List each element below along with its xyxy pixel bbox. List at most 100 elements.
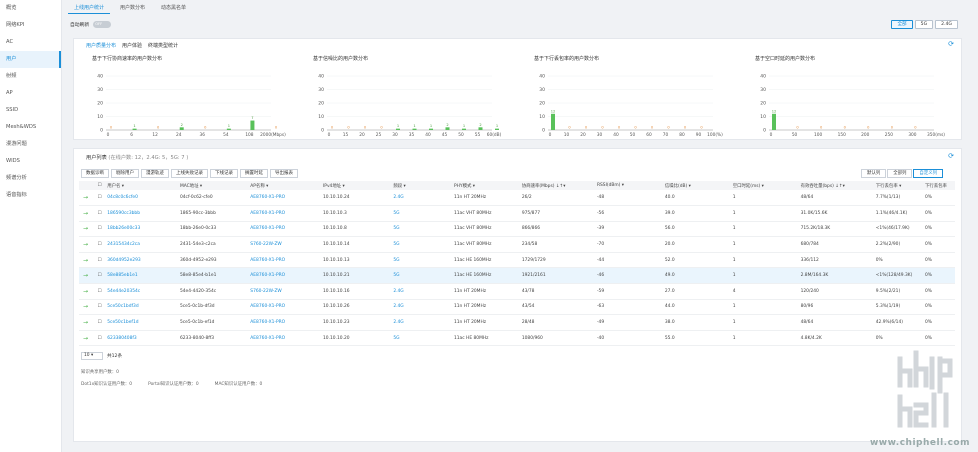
- row-checkbox[interactable]: ☐: [93, 267, 104, 285]
- table-row[interactable]: → ☐ 18bb26e00c33 18bb-26e0-0c33 AE8760-X1-PR…: [79, 221, 955, 238]
- expand-arrow-icon[interactable]: →: [79, 314, 94, 331]
- expand-arrow-icon[interactable]: →: [79, 221, 94, 238]
- col-header-10[interactable]: 有效吞吐量(bps) ↓↑▾: [796, 181, 872, 190]
- col-select[interactable]: ☐: [93, 181, 104, 190]
- action-button-4[interactable]: 下线记录: [210, 169, 238, 178]
- row-checkbox[interactable]: ☐: [93, 299, 104, 316]
- sidebar-item-6[interactable]: SSID: [6, 107, 19, 113]
- cell-4[interactable]: 2.4G: [389, 283, 450, 300]
- tab-user-distribution[interactable]: 用户数分布: [120, 5, 146, 11]
- sidebar-item-5[interactable]: AP: [6, 90, 13, 96]
- band-24g-button[interactable]: 2.4G: [935, 20, 958, 29]
- col-header-4[interactable]: 频段 ▾: [389, 181, 450, 190]
- col-header-5[interactable]: PHY模式 ▾: [449, 181, 518, 190]
- cell-2[interactable]: AE8760-X1-PRO: [246, 314, 320, 331]
- action-button-1[interactable]: 剔除用户: [111, 169, 139, 178]
- table-row[interactable]: → ☐ 5ce50c1bef1d 5ce5-0c1b-ef1d AE8760-X1-PR…: [79, 314, 955, 331]
- cell-0[interactable]: 58e885eb1e1: [103, 267, 176, 285]
- table-row[interactable]: → ☐ 623380408f3 6233-8040-8ff3 AE8760-X1-PRO…: [79, 330, 955, 347]
- cell-2[interactable]: S760-22W-ZW: [246, 283, 320, 300]
- tab-dynamic-blacklist[interactable]: 动态黑名单: [161, 5, 187, 11]
- action-button-6[interactable]: 导出报表: [270, 169, 298, 178]
- list-refresh-icon[interactable]: ⟳: [948, 152, 954, 160]
- cell-4[interactable]: 2.4G: [389, 299, 450, 316]
- expand-arrow-icon[interactable]: →: [79, 236, 94, 253]
- band-all-button[interactable]: 全部: [891, 20, 913, 29]
- cell-2[interactable]: AE8760-X1-PRO: [246, 221, 320, 238]
- table-row[interactable]: → ☐ 360d4952e293 360d-4952-e293 AE8760-X1-PR…: [79, 252, 955, 269]
- auto-refresh-toggle[interactable]: OFF: [93, 21, 112, 28]
- row-checkbox[interactable]: ☐: [93, 221, 104, 238]
- sidebar-item-8[interactable]: 漫游问题: [6, 141, 27, 147]
- col-header-8[interactable]: 信噪比(dB) ▾: [660, 181, 729, 190]
- view-button-0[interactable]: 默认列: [861, 169, 887, 178]
- band-5g-button[interactable]: 5G: [914, 20, 934, 29]
- subtab-quality[interactable]: 用户质量分布: [86, 43, 117, 49]
- view-button-1[interactable]: 全部列: [887, 169, 913, 178]
- sidebar-item-3[interactable]: 用户: [0, 51, 61, 68]
- table-row[interactable]: → ☐ 58e885eb1e1 58e8-85e4-b1e1 AE8760-X1-PRO…: [79, 267, 955, 285]
- col-header-0[interactable]: 用户名 ▾: [103, 181, 176, 190]
- expand-arrow-icon[interactable]: →: [79, 252, 94, 269]
- refresh-icon[interactable]: ⟳: [948, 40, 954, 48]
- col-header-2[interactable]: AP名称 ▾: [246, 181, 320, 190]
- cell-2[interactable]: AE8760-X1-PRO: [246, 205, 320, 222]
- row-checkbox[interactable]: ☐: [93, 314, 104, 331]
- cell-2[interactable]: AE8760-X1-PRO: [246, 267, 320, 285]
- sidebar-item-1[interactable]: 网络KPI: [6, 22, 25, 28]
- sidebar-item-4[interactable]: 射频: [6, 73, 17, 79]
- cell-2[interactable]: AE8760-X1-PRO: [246, 190, 320, 207]
- cell-4[interactable]: 5G: [389, 221, 450, 238]
- row-checkbox[interactable]: ☐: [93, 330, 104, 347]
- sidebar-item-7[interactable]: Mesh&WDS: [6, 124, 37, 130]
- cell-0[interactable]: 54e44e20354c: [103, 283, 176, 300]
- row-checkbox[interactable]: ☐: [93, 190, 104, 207]
- cell-4[interactable]: 5G: [389, 236, 450, 253]
- cell-0[interactable]: 5ce50c1bdf3d: [103, 299, 176, 316]
- col-header-7[interactable]: RSSI(dBm) ▾: [592, 181, 661, 190]
- sidebar-item-11[interactable]: 语音指标: [6, 192, 27, 198]
- cell-4[interactable]: 5G: [389, 330, 450, 347]
- col-header-6[interactable]: 协商速率(Mbps) ↓↑▾: [517, 181, 593, 190]
- expand-arrow-icon[interactable]: →: [79, 330, 94, 347]
- row-checkbox[interactable]: ☐: [93, 236, 104, 253]
- cell-2[interactable]: S760-22W-ZW: [246, 236, 320, 253]
- expand-arrow-icon[interactable]: →: [79, 267, 94, 285]
- action-button-2[interactable]: 漫游轨迹: [141, 169, 169, 178]
- table-row[interactable]: → ☐ 5ce50c1bdf3d 5ce5-0c1b-df3d AE8760-X1-PR…: [79, 299, 955, 316]
- sidebar-item-9[interactable]: WIDS: [6, 158, 20, 164]
- cell-0[interactable]: 24315434c2ca: [103, 236, 176, 253]
- row-checkbox[interactable]: ☐: [93, 283, 104, 300]
- view-button-2[interactable]: 自定义列: [913, 169, 943, 178]
- expand-arrow-icon[interactable]: →: [79, 299, 94, 316]
- action-button-3[interactable]: 上线失败记录: [171, 169, 208, 178]
- sidebar-item-0[interactable]: 概览: [6, 5, 17, 11]
- action-button-0[interactable]: 数据诊断: [81, 169, 109, 178]
- col-header-3[interactable]: IPv4地址 ▾: [319, 181, 390, 190]
- sidebar-item-2[interactable]: AC: [6, 39, 14, 45]
- subtab-terminal[interactable]: 终端类型统计: [148, 43, 179, 49]
- col-header-9[interactable]: 空口时延(ms) ▾: [728, 181, 797, 190]
- page-size-select[interactable]: 10 ▾: [81, 352, 103, 360]
- cell-2[interactable]: AE8760-X1-PRO: [246, 299, 320, 316]
- cell-0[interactable]: 360d4952e293: [103, 252, 176, 269]
- cell-4[interactable]: 2.4G: [389, 190, 450, 207]
- tab-online-users[interactable]: 上线用户统计: [68, 3, 111, 14]
- col-header-1[interactable]: MAC地址 ▾: [175, 181, 247, 190]
- action-button-5[interactable]: 搁置时延: [240, 169, 268, 178]
- cell-4[interactable]: 2.4G: [389, 314, 450, 331]
- expand-arrow-icon[interactable]: →: [79, 190, 94, 207]
- cell-4[interactable]: 5G: [389, 252, 450, 269]
- cell-0[interactable]: 18bb26e00c33: [103, 221, 176, 238]
- cell-2[interactable]: AE8760-X1-PRO: [246, 252, 320, 269]
- row-checkbox[interactable]: ☐: [93, 205, 104, 222]
- cell-0[interactable]: 186590cc3bbb: [103, 205, 176, 222]
- expand-arrow-icon[interactable]: →: [79, 283, 94, 300]
- table-row[interactable]: → ☐ 04c8c0c6cfe0 04cf-0c62-cfe0 AE8760-X1-PR…: [79, 190, 955, 207]
- cell-0[interactable]: 623380408f3: [103, 330, 176, 347]
- row-checkbox[interactable]: ☐: [93, 252, 104, 269]
- expand-arrow-icon[interactable]: →: [79, 205, 94, 222]
- col-header-11[interactable]: 下行丢包率 ▾: [871, 181, 921, 190]
- cell-4[interactable]: 5G: [389, 205, 450, 222]
- col-header-12[interactable]: 下行丢包率: [920, 181, 955, 190]
